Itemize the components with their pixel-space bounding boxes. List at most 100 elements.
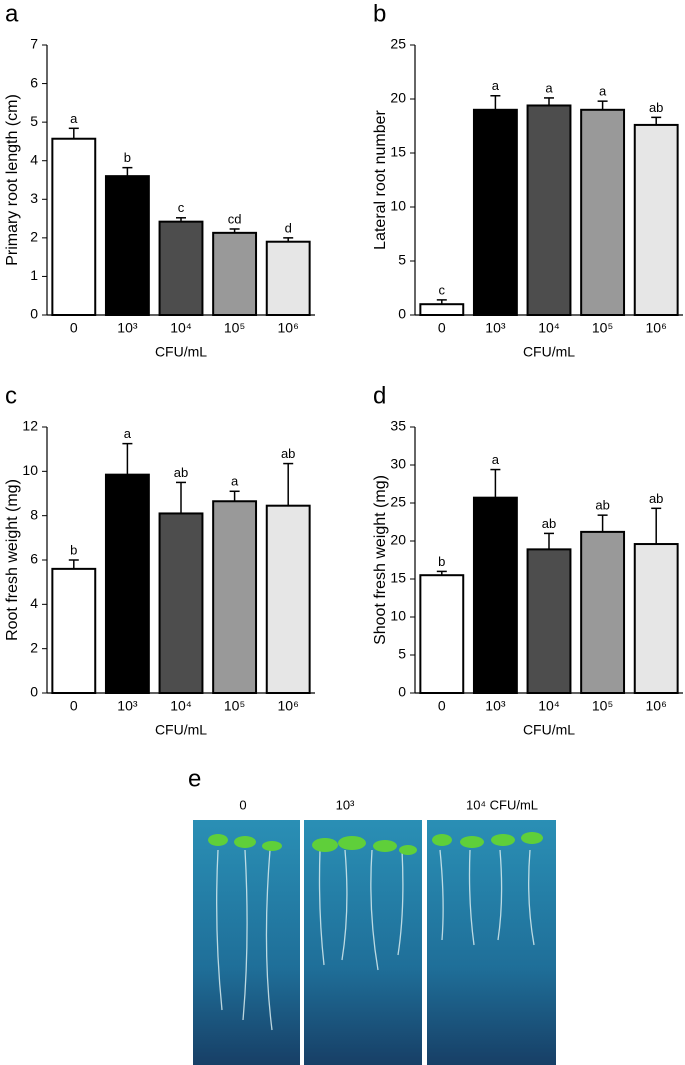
bar (51, 137, 97, 316)
x-tick-label: 10⁵ (224, 698, 245, 714)
y-tick-label: 0 (30, 306, 38, 322)
y-tick-label: 15 (390, 570, 406, 586)
x-axis-label: CFU/mL (155, 344, 207, 360)
x-tick-label: 0 (438, 320, 446, 336)
significance-letter: ab (649, 491, 663, 506)
y-tick-label: 20 (390, 532, 406, 548)
bar (51, 567, 97, 694)
bar (104, 473, 150, 694)
photos (193, 820, 556, 1065)
y-tick-label: 2 (30, 639, 38, 655)
y-tick-label: 25 (390, 36, 406, 52)
significance-letter: a (231, 474, 239, 489)
x-tick-label: 10⁵ (592, 320, 613, 336)
y-tick-label: 4 (30, 151, 38, 167)
significance-letter: ab (595, 498, 609, 513)
bar (419, 303, 465, 317)
x-axis-label: CFU/mL (523, 722, 575, 738)
x-tick-label: 10³ (117, 698, 138, 714)
x-tick-label: 10⁴ (538, 698, 560, 714)
y-tick-label: 5 (30, 113, 38, 129)
y-tick-label: 10 (22, 462, 38, 478)
x-tick-label: 10⁶ (646, 698, 667, 714)
x-tick-label: 0 (438, 698, 446, 714)
y-tick-label: 10 (390, 608, 406, 624)
significance-letter: b (70, 542, 77, 557)
significance-letter: b (124, 150, 131, 165)
significance-letter: ab (649, 100, 663, 115)
bar (265, 504, 311, 695)
panel-letter: a (5, 0, 19, 27)
y-tick-label: 0 (30, 684, 38, 700)
y-tick-label: 3 (30, 190, 38, 206)
y-tick-label: 35 (390, 418, 406, 434)
panel-letter: b (373, 0, 386, 27)
photo-label: 10³ (336, 797, 355, 812)
photo-label: 0 (239, 797, 246, 812)
x-tick-label: 10⁵ (592, 698, 613, 714)
bar (633, 123, 679, 316)
panel-letter: e (188, 765, 201, 792)
y-tick-label: 5 (398, 646, 406, 662)
y-tick-label: 0 (398, 306, 406, 322)
significance-letter: a (70, 111, 78, 126)
y-tick-label: 8 (30, 506, 38, 522)
bar (212, 500, 258, 694)
bar (158, 220, 204, 317)
bar (526, 104, 572, 317)
y-tick-label: 2 (30, 229, 38, 245)
x-tick-label: 10⁶ (278, 320, 299, 336)
x-tick-label: 10⁴ (170, 698, 192, 714)
bar (472, 108, 518, 316)
photo-label: 10⁴ CFU/mL (466, 797, 538, 812)
x-axis-label: CFU/mL (155, 722, 207, 738)
significance-letter: c (178, 200, 185, 215)
bar (104, 175, 150, 316)
y-axis-label: Lateral root number (372, 110, 389, 250)
x-tick-label: 10³ (485, 320, 506, 336)
significance-letter: a (492, 452, 500, 467)
significance-letter: ab (174, 465, 188, 480)
y-tick-label: 10 (390, 198, 406, 214)
x-tick-label: 10⁵ (224, 320, 245, 336)
x-tick-label: 10⁶ (278, 698, 299, 714)
significance-letter: cd (228, 211, 242, 226)
bar (633, 543, 679, 694)
significance-letter: a (124, 426, 132, 441)
x-tick-label: 0 (70, 698, 78, 714)
y-tick-label: 5 (398, 252, 406, 268)
y-axis-label: Primary root length (cm) (4, 94, 21, 266)
x-tick-label: 10⁴ (170, 320, 192, 336)
bar (158, 512, 204, 695)
x-tick-label: 10⁴ (538, 320, 560, 336)
x-axis-label: CFU/mL (523, 344, 575, 360)
y-tick-label: 4 (30, 595, 38, 611)
y-tick-label: 15 (390, 144, 406, 160)
y-tick-label: 25 (390, 494, 406, 510)
significance-letter: c (439, 282, 446, 297)
x-tick-label: 10³ (117, 320, 138, 336)
bar (580, 530, 626, 694)
bar (265, 240, 311, 316)
bar (580, 108, 626, 316)
x-tick-label: 0 (70, 320, 78, 336)
significance-letter: d (285, 220, 292, 235)
x-tick-label: 10³ (485, 698, 506, 714)
bar (526, 548, 572, 694)
y-tick-label: 1 (30, 267, 38, 283)
bar (472, 496, 518, 694)
x-tick-label: 10⁶ (646, 320, 667, 336)
leaves (208, 832, 543, 855)
roots (216, 849, 535, 1031)
panel-letter: d (373, 382, 386, 409)
significance-letter: a (545, 80, 553, 95)
significance-letter: ab (542, 516, 556, 531)
y-axis-label: Shoot fresh weight (mg) (372, 475, 389, 645)
y-axis-label: Root fresh weight (mg) (4, 479, 21, 641)
significance-letter: a (492, 78, 500, 93)
significance-letter: ab (281, 446, 295, 461)
bar (419, 574, 465, 695)
bar (212, 231, 258, 316)
y-tick-label: 30 (390, 456, 406, 472)
